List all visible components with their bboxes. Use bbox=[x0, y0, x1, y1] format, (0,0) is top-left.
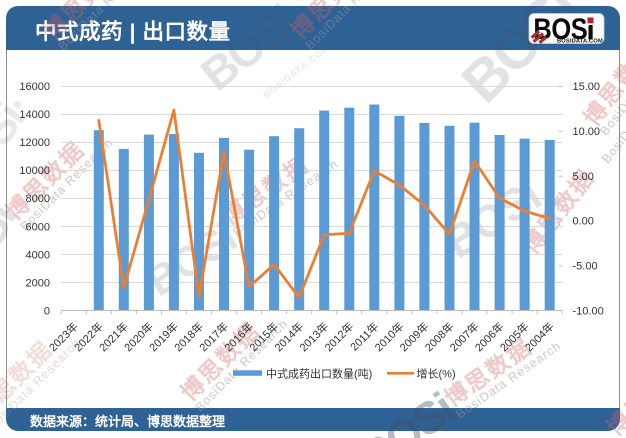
svg-text:10000: 10000 bbox=[19, 165, 50, 177]
svg-text:14000: 14000 bbox=[19, 109, 50, 121]
svg-text:-5.00: -5.00 bbox=[573, 261, 598, 273]
svg-text:0: 0 bbox=[44, 306, 50, 318]
svg-text:15.00: 15.00 bbox=[573, 81, 601, 93]
svg-text:BOSIDATA.COM: BOSIDATA.COM bbox=[557, 39, 603, 45]
svg-text:0.00: 0.00 bbox=[573, 216, 594, 228]
svg-text:4000: 4000 bbox=[26, 249, 50, 261]
svg-text:增长(%): 增长(%) bbox=[417, 367, 456, 381]
svg-text:12000: 12000 bbox=[19, 137, 50, 149]
svg-text:8000: 8000 bbox=[26, 193, 50, 205]
svg-text:2000: 2000 bbox=[26, 277, 50, 289]
svg-text:中式成药出口数量(吨): 中式成药出口数量(吨) bbox=[266, 367, 372, 381]
svg-text:-10.00: -10.00 bbox=[573, 306, 604, 318]
svg-text:10.00: 10.00 bbox=[573, 126, 601, 138]
svg-text:5.00: 5.00 bbox=[573, 171, 594, 183]
svg-text:6000: 6000 bbox=[26, 221, 50, 233]
svg-text:16000: 16000 bbox=[19, 81, 50, 93]
